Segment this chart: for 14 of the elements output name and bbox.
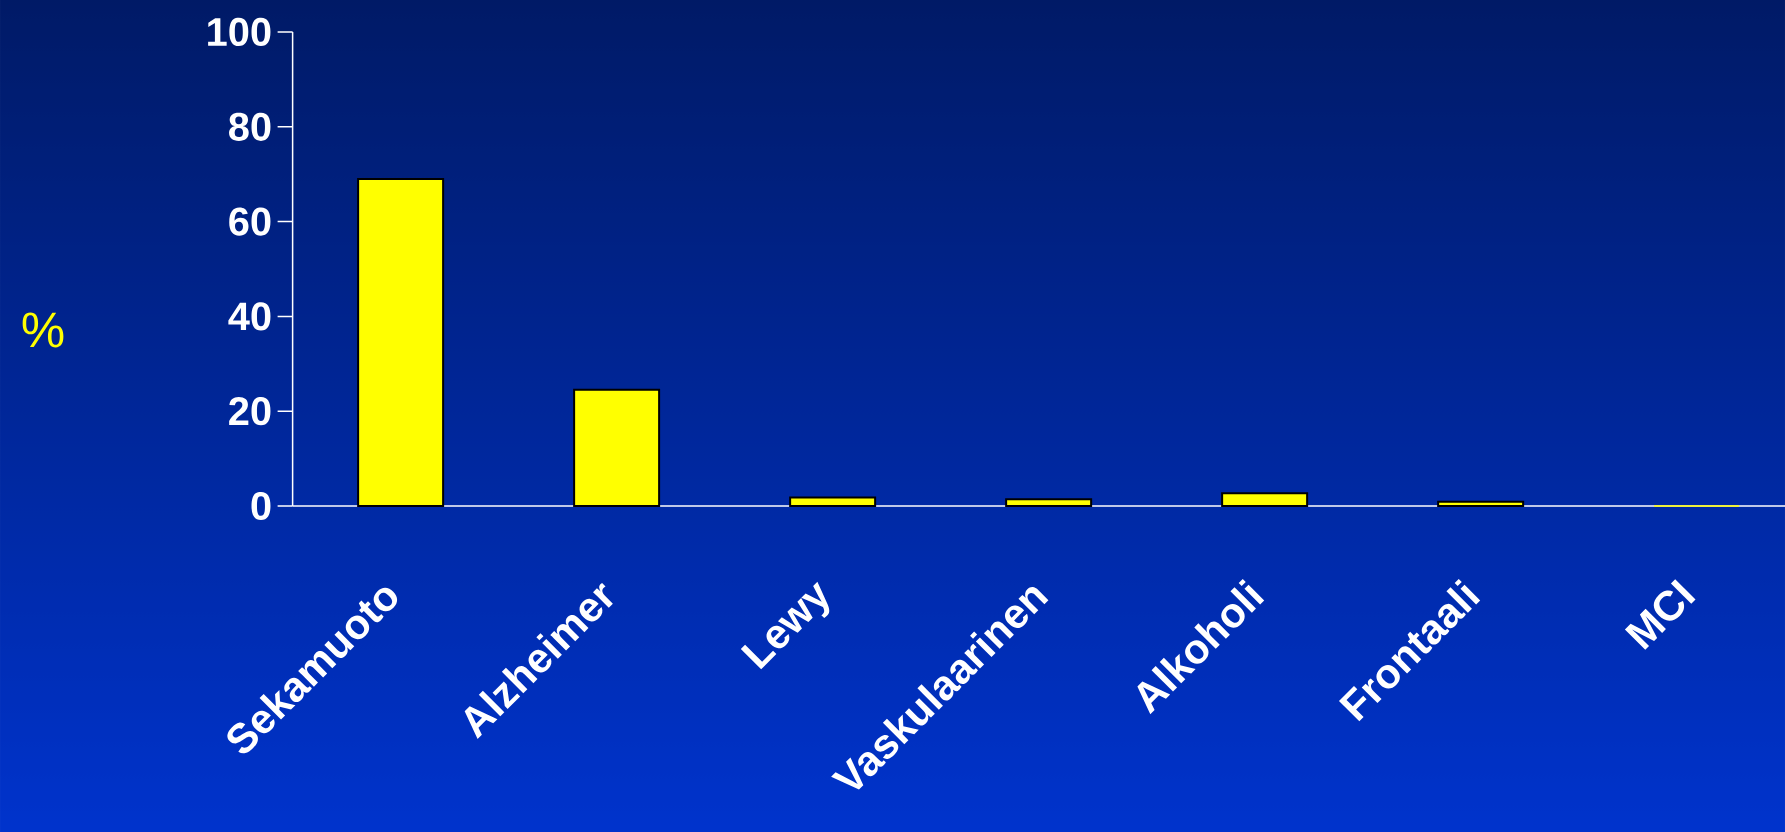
y-tick-label: 100 xyxy=(208,17,271,47)
y-tick-label: 80 xyxy=(229,112,271,141)
y-tick-label: 0 xyxy=(251,491,271,521)
bar xyxy=(1221,492,1309,507)
bar xyxy=(357,177,445,507)
bar xyxy=(1005,498,1093,507)
y-tick-label: 40 xyxy=(228,302,271,331)
y-tick-label: 20 xyxy=(229,397,271,426)
x-tick-label: MCI xyxy=(1624,579,1696,650)
bar xyxy=(789,496,877,507)
bar xyxy=(1437,500,1525,507)
bar xyxy=(573,388,661,507)
y-axis-title: % xyxy=(22,312,64,348)
y-tick-label: 60 xyxy=(229,207,271,236)
